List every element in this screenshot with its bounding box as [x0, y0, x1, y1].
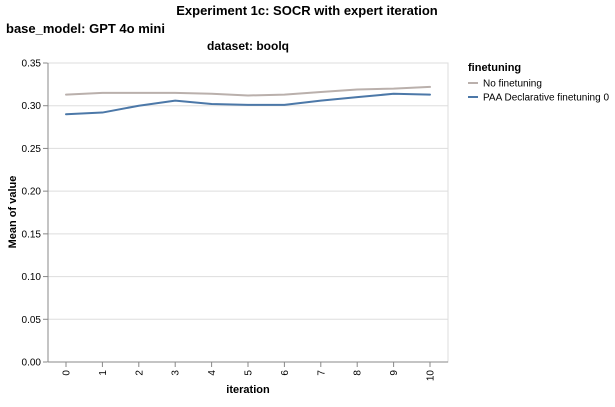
plot-area: 0.00 0.05 0.10 0.15 0.20 0.25 0.30 0.35 0 1 2 3 4 5 6 7…: [22, 59, 449, 382]
x-tick-label: 3: [171, 370, 182, 376]
x-tick-label: 0: [62, 370, 73, 376]
y-tick-label: 0.05: [22, 315, 42, 326]
legend-title: finetuning: [468, 62, 521, 74]
plot-frame: [47, 62, 449, 363]
x-tick-label: 10: [426, 370, 437, 382]
x-tick-label: 4: [207, 370, 218, 376]
x-tick-label: 6: [280, 370, 291, 376]
series-line-1: [65, 85, 431, 97]
chart-title: Experiment 1c: SOCR with expert iteratio…: [176, 3, 438, 18]
x-tick-label: 2: [134, 370, 145, 376]
x-tick-label: 8: [353, 370, 364, 376]
legend-label: No finetuning: [483, 79, 542, 90]
legend-label: PAA Declarative finetuning 0: [483, 93, 609, 104]
x-tick-label: 7: [316, 370, 327, 376]
x-tick-label: 9: [389, 370, 400, 376]
y-tick-label: 0.15: [22, 229, 42, 240]
y-tick-label: 0.10: [22, 272, 42, 283]
y-tick-label: 0.25: [22, 144, 42, 155]
x-tick-label: 5: [244, 370, 255, 376]
y-tick-label: 0.35: [22, 59, 42, 70]
facet-col-title: dataset: boolq: [207, 39, 289, 53]
y-tick-label: 0.00: [22, 358, 42, 369]
x-axis-title: iteration: [226, 384, 270, 396]
y-axis-title: Mean of value: [7, 176, 19, 249]
x-tick-label: 1: [98, 370, 109, 376]
y-tick-label: 0.30: [22, 101, 42, 112]
legend: finetuning No finetuning PAA Declarative …: [468, 62, 609, 104]
y-tick-label: 0.20: [22, 187, 42, 198]
facet-row-title: base_model: GPT 4o mini: [6, 21, 165, 36]
series-line-2: [65, 92, 431, 116]
